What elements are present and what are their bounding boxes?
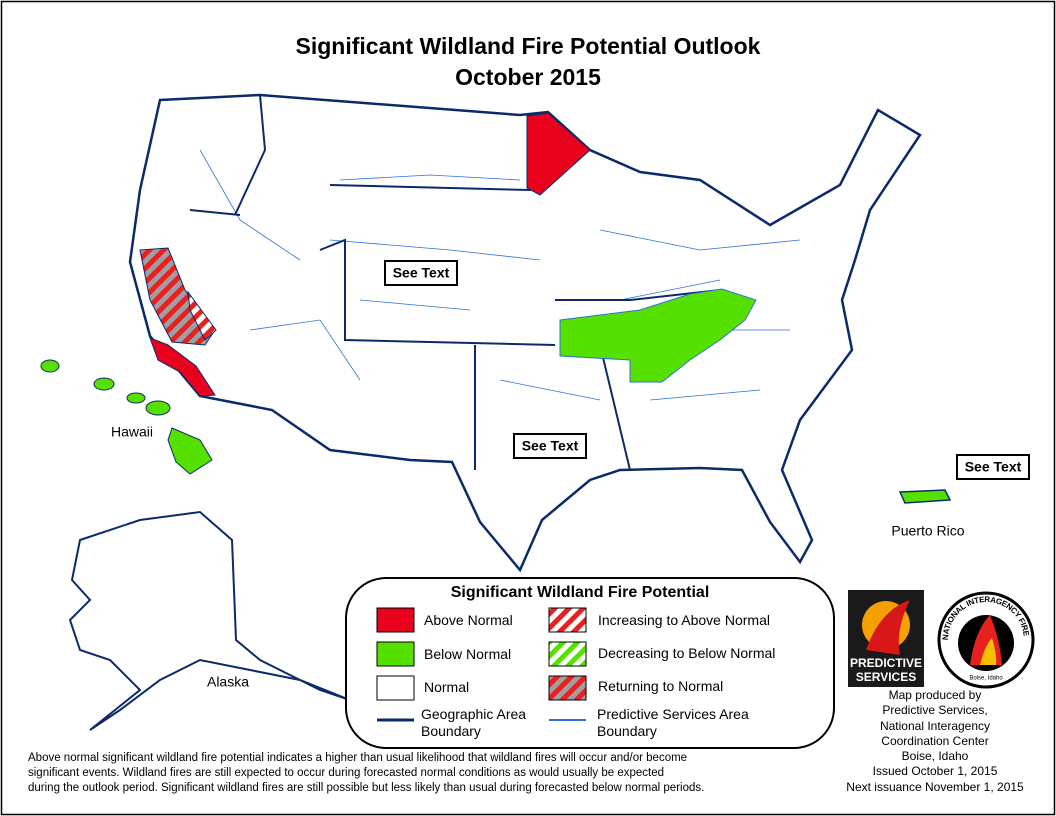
conus [128, 93, 922, 573]
legend-box [345, 577, 835, 749]
alaska-label: Alaska [207, 674, 249, 690]
legend-label: Above Normal [424, 612, 513, 628]
see-text-boxes: See Text See Text See Text [384, 260, 1030, 480]
see-text-box [384, 260, 458, 286]
credit-line: Map produced by [888, 688, 982, 702]
puerto-rico-label: Puerto Rico [891, 523, 964, 539]
hawaii-islands [40, 359, 213, 475]
see-text-box [956, 454, 1030, 480]
credit-line: Next issuance November 1, 2015 [846, 779, 1024, 794]
below-normal-east [559, 288, 757, 383]
swatch-decreasing [548, 641, 587, 667]
hawaii-label: Hawaii [111, 424, 153, 440]
legend-title: Significant Wildland Fire Potential [451, 584, 710, 601]
legend-label: Predictive Services Area Boundary [597, 706, 749, 739]
see-text: See Text [965, 459, 1022, 475]
predictive-logo-text: PREDICTIVE SERVICES [849, 656, 922, 684]
nifc-logo-flame-core [980, 638, 997, 665]
footnote: Above normal significant wildland fire p… [28, 751, 848, 796]
above-normal-ca [149, 337, 216, 397]
swatch-above [376, 607, 415, 633]
legend-label: Returning to Normal [598, 678, 724, 694]
swatch-increasing [548, 607, 587, 633]
legend-label: Decreasing to Below Normal [598, 645, 776, 661]
credit-line: Coordination Center [881, 733, 989, 748]
credit-line: Boise, Idaho [901, 749, 969, 764]
see-text-box [513, 433, 587, 459]
increasing-ca [187, 290, 217, 341]
predictive-logo-flame [866, 600, 910, 655]
footnote-line: significant events. Wildland fires are s… [28, 767, 665, 779]
subtitle: October 2015 [455, 64, 601, 90]
footnote-line: Above normal significant wildland fire p… [28, 752, 688, 764]
credit: Map produced by Predictive Services, Natio… [830, 688, 1040, 795]
swatch-below [376, 641, 415, 667]
footnote-line: during the outlook period. Significant w… [28, 782, 705, 794]
legend-label: Geographic Area Boundary [421, 706, 527, 739]
psa-boundaries [199, 149, 801, 401]
swatch-returning [548, 675, 587, 701]
legend-label: Below Normal [424, 646, 512, 662]
above-normal-mn [526, 112, 591, 196]
alaska [68, 510, 351, 731]
puerto-rico [898, 489, 952, 504]
see-text: See Text [522, 438, 579, 454]
nifc-city: Boise, Idaho [969, 676, 1003, 682]
title: Significant Wildland Fire Potential Outl… [296, 33, 761, 59]
swatch-normal [376, 675, 415, 701]
legend-label: Normal [424, 679, 470, 695]
see-text: See Text [393, 265, 450, 281]
credit-line: Issued October 1, 2015 [872, 764, 998, 779]
legend-label: Increasing to Above Normal [598, 612, 770, 628]
credit-line: Predictive Services, [882, 703, 988, 718]
credit-line: National Interagency [879, 718, 991, 733]
